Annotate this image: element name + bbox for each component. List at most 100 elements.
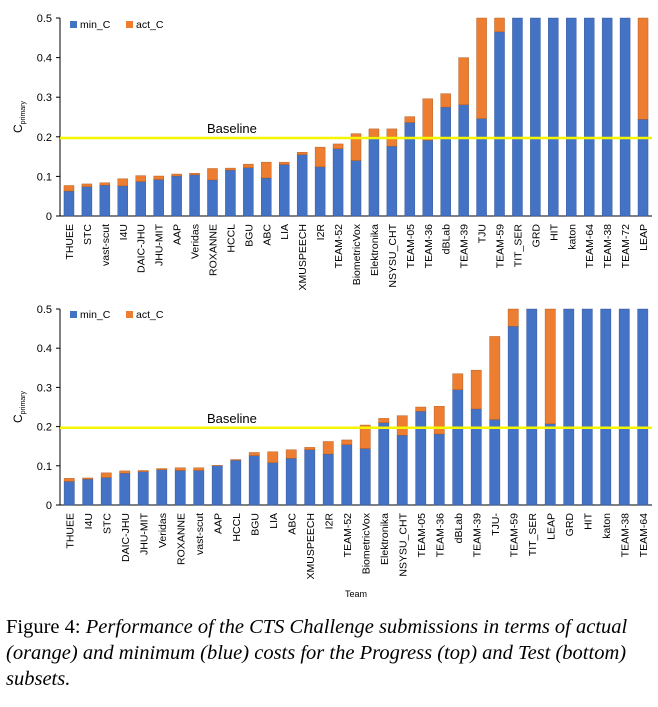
legend-swatch <box>126 21 133 28</box>
bar-act-c <box>304 447 316 450</box>
bar-min-c <box>600 308 612 506</box>
x-tick-label: BGU <box>249 513 261 536</box>
x-tick-label: STC <box>101 513 113 534</box>
bar-min-c <box>296 154 308 217</box>
x-tick-label: ABC <box>286 513 298 535</box>
y-tick-label: 0 <box>46 500 52 512</box>
bar-min-c <box>243 167 254 217</box>
x-tick-label: Elektronika <box>379 513 391 565</box>
caption-text: Performance of the CTS Challenge submiss… <box>6 616 628 690</box>
x-tick-label: JHU-MIT <box>154 223 166 266</box>
y-tick-label: 0.5 <box>37 304 52 316</box>
bar-min-c <box>350 160 362 217</box>
bar-act-c <box>544 308 556 425</box>
x-tick-label: GRD <box>530 224 542 248</box>
x-tick-label: katon <box>566 224 578 250</box>
x-tick-label: TEAM-39 <box>471 513 483 558</box>
bar-min-c <box>566 17 577 217</box>
baseline-label: Baseline <box>207 411 257 426</box>
bar-act-c <box>267 451 279 463</box>
x-tick-label: AAP <box>172 224 184 245</box>
bar-act-c <box>415 406 427 412</box>
bar-act-c <box>332 143 344 149</box>
bar-min-c <box>153 179 164 217</box>
x-tick-label: DAIC-JHU <box>136 224 148 273</box>
bar-min-c <box>378 422 390 506</box>
y-tick-label: 0.2 <box>37 422 52 434</box>
legend-swatch <box>126 311 133 318</box>
x-tick-label: TEAM-64 <box>638 513 650 558</box>
chart-progress: 0 0.1 0.2 0.3 0.4 0.5 Cprimary THUEE STC vast-scu… <box>11 13 652 291</box>
x-tick-label: HCCL <box>231 513 243 542</box>
bar-act-c <box>494 17 505 33</box>
x-tick-label: I4U <box>83 513 95 529</box>
x-tick-label: STC <box>82 224 94 245</box>
bar-act-c <box>470 369 482 410</box>
bar-min-c <box>637 308 649 506</box>
baseline-label: Baseline <box>207 121 257 136</box>
bar-act-c <box>230 459 242 461</box>
legend-label: act_C <box>136 19 164 31</box>
x-tick-label: GRD <box>564 513 576 537</box>
bar-act-c <box>452 373 464 390</box>
bar-act-c <box>261 161 272 179</box>
x-tick-label: TEAM-05 <box>405 224 417 269</box>
bar-act-c <box>81 183 93 187</box>
y-axis-label: Cprimary <box>11 101 27 134</box>
x-tick-label: dBLab <box>441 224 453 255</box>
bar-min-c <box>99 184 111 217</box>
bar-min-c <box>476 118 487 217</box>
bar-act-c <box>507 308 519 327</box>
bar-min-c <box>211 465 223 506</box>
bar-act-c <box>296 152 308 155</box>
bar-min-c <box>404 122 416 217</box>
x-tick-label: vast-scut <box>100 224 112 266</box>
bar-min-c <box>189 174 200 217</box>
bar-act-c <box>285 449 297 459</box>
bar-min-c <box>452 389 464 506</box>
x-tick-label: ABC <box>261 224 273 246</box>
bar-min-c <box>63 481 75 506</box>
x-tick-label: BGU <box>243 224 255 247</box>
bar-min-c <box>544 423 556 506</box>
x-tick-label: TIT_SER <box>512 224 524 268</box>
bar-act-c <box>396 415 408 436</box>
bar-min-c <box>618 308 630 506</box>
x-tick-label: Veridas <box>157 513 169 548</box>
x-axis-label: Team <box>345 589 367 599</box>
legend-label: min_C <box>80 309 111 321</box>
bar-act-c <box>440 93 451 108</box>
bar-min-c <box>135 181 146 217</box>
x-tick-label: HCCL <box>225 224 237 253</box>
bar-min-c <box>279 164 290 217</box>
x-tick-label: LIA <box>279 224 291 240</box>
x-tick-label: BiometricVox <box>351 223 363 285</box>
bar-act-c <box>279 161 290 165</box>
bar-min-c <box>117 185 129 217</box>
y-tick-label: 0.1 <box>37 461 52 473</box>
x-tick-label: THUEE <box>64 513 76 549</box>
bar-min-c <box>637 119 649 217</box>
bar-act-c <box>99 182 111 186</box>
bar-min-c <box>225 169 236 217</box>
bar-min-c <box>171 175 182 217</box>
bar-min-c <box>422 140 433 217</box>
bar-min-c <box>489 419 501 506</box>
bar-act-c <box>119 470 131 474</box>
figure-caption: Figure 4: Performance of the CTS Challen… <box>6 614 654 692</box>
bar-act-c <box>248 452 260 456</box>
bar-min-c <box>81 186 93 217</box>
bar-act-c <box>314 146 326 168</box>
bar-act-c <box>422 98 433 141</box>
x-tick-label: TEAM-39 <box>459 224 471 269</box>
bar-min-c <box>581 308 593 506</box>
bar-act-c <box>322 441 334 455</box>
x-tick-label: DAIC-JHU <box>120 513 132 562</box>
bar-min-c <box>119 473 131 506</box>
bar-min-c <box>137 471 149 506</box>
x-tick-label: TEAM-05 <box>416 513 428 558</box>
x-tick-label: Elektronika <box>369 224 381 276</box>
bar-min-c <box>458 104 469 217</box>
bar-min-c <box>433 433 445 506</box>
bar-min-c <box>332 148 344 217</box>
